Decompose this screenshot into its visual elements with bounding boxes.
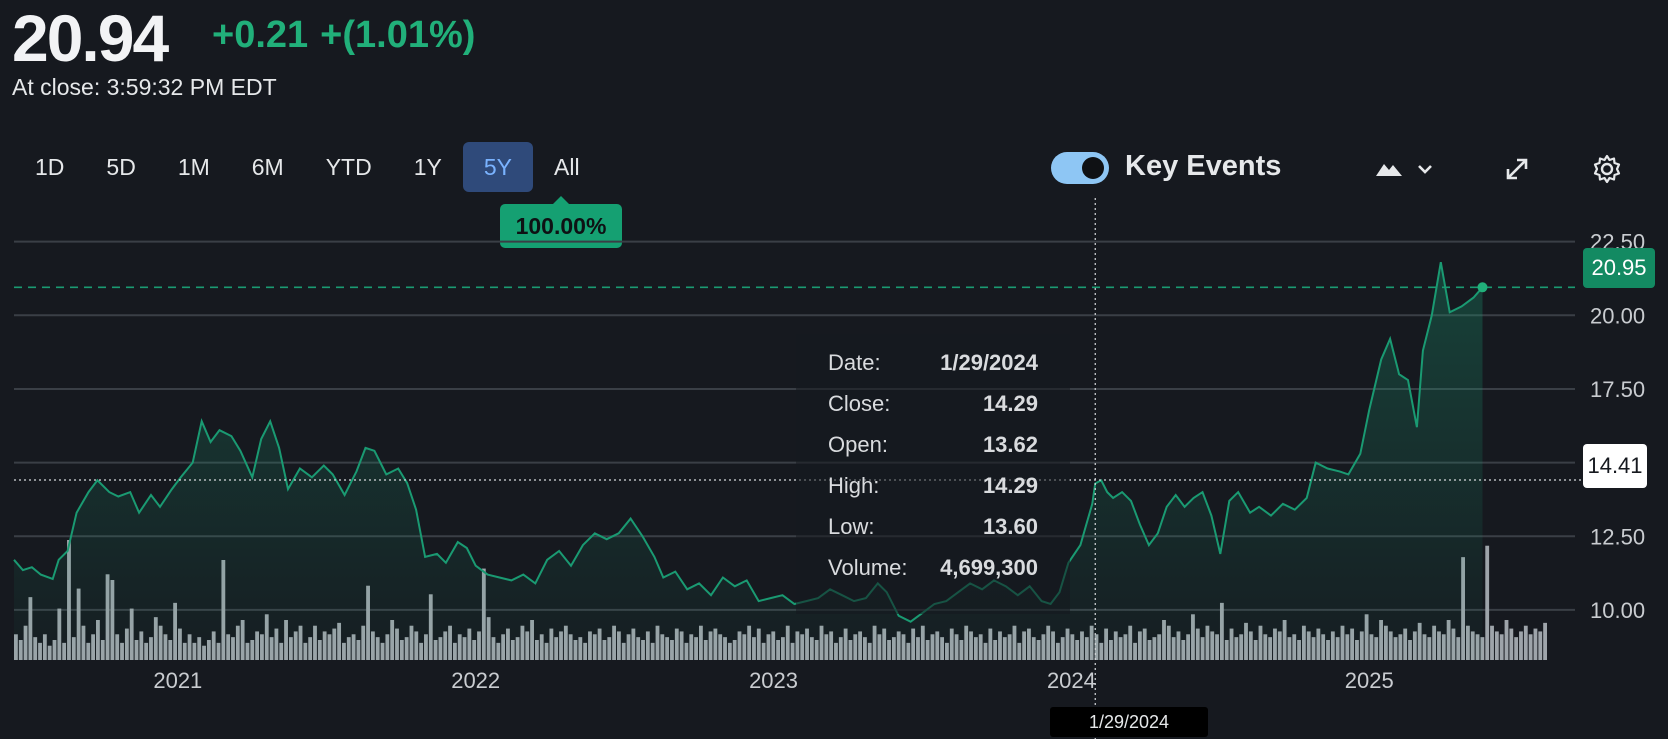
- mountain-chart-icon[interactable]: [1372, 152, 1406, 186]
- expand-icon[interactable]: [1500, 152, 1534, 186]
- range-button-5d[interactable]: 5D: [106, 154, 136, 180]
- tooltip-row-low: Low: 13.60: [828, 514, 1038, 539]
- tooltip-row-open: Open: 13.62: [828, 432, 1038, 457]
- last-price-dot: [1477, 282, 1488, 293]
- data-tooltip: Date: 1/29/2024 Close: 14.29 Open: 13.62 Hi…: [796, 334, 1070, 614]
- range-button-1d[interactable]: 1D: [35, 154, 65, 180]
- tooltip-row-date: Date: 1/29/2024: [828, 350, 1038, 375]
- price-line: [13, 262, 1484, 623]
- y-tick-label: 10.00: [1590, 598, 1645, 623]
- range-button-ytd[interactable]: YTD: [325, 154, 372, 180]
- volume-bar: [1538, 631, 1543, 660]
- crosshair-price-label: 14.41: [1583, 444, 1647, 488]
- volume-bar: [1509, 628, 1514, 660]
- range-button-6m[interactable]: 6M: [251, 154, 284, 180]
- volume-bar: [1514, 637, 1519, 660]
- y-tick-label: 17.50: [1590, 377, 1645, 402]
- crosshair-date-label: 1/29/2024: [1050, 707, 1208, 737]
- x-tick-label: 2021: [153, 668, 202, 693]
- price-area: [13, 262, 1484, 660]
- y-tick-label: 20.00: [1590, 303, 1645, 328]
- chevron-down-icon[interactable]: [1408, 152, 1442, 186]
- close-time: At close: 3:59:32 PM EDT: [12, 74, 277, 100]
- volume-bar: [1504, 620, 1509, 660]
- crosshair: [14, 198, 1583, 739]
- y-tick-label: 12.50: [1590, 524, 1645, 549]
- current-price: 20.94: [12, 1, 169, 75]
- volume-bar: [1499, 634, 1504, 660]
- x-tick-label: 2025: [1345, 668, 1394, 693]
- key-events-toggle[interactable]: [1051, 152, 1109, 184]
- volume-bar: [1523, 625, 1528, 660]
- volume-bar: [1490, 625, 1494, 660]
- last-price-label: 20.95: [1583, 248, 1655, 288]
- x-tick-label: 2024: [1047, 668, 1096, 693]
- price-area-fill: [14, 262, 1483, 660]
- x-tick-label: 2023: [749, 668, 798, 693]
- x-tick-label: 2022: [451, 668, 500, 693]
- range-button-1m[interactable]: 1M: [177, 154, 210, 180]
- range-selector: 1D 5D 1M 6M YTD 1Y 5Y All: [14, 142, 601, 192]
- volume-bar: [1519, 631, 1523, 660]
- tooltip-row-close: Close: 14.29: [828, 391, 1038, 416]
- price-change: +0.21 +(1.01%): [212, 12, 487, 58]
- gear-icon[interactable]: [1590, 152, 1624, 186]
- volume-bar: [1543, 622, 1547, 660]
- change-percent: +(1.01%): [320, 14, 476, 56]
- key-events-label[interactable]: Key Events: [1125, 150, 1282, 182]
- toggle-knob: [1082, 157, 1104, 179]
- range-button-all[interactable]: All: [554, 154, 580, 180]
- tooltip-row-high: High: 14.29: [828, 473, 1038, 498]
- volume-bar: [1533, 628, 1538, 660]
- range-button-1y[interactable]: 1Y: [413, 154, 442, 180]
- change-absolute: +0.21: [212, 14, 309, 56]
- volume-bar: [1485, 545, 1490, 660]
- volume-bar: [1528, 634, 1533, 660]
- volume-bar: [1494, 631, 1499, 660]
- range-button-5y[interactable]: 5Y: [462, 142, 533, 192]
- tooltip-row-volume: Volume: 4,699,300: [828, 555, 1038, 580]
